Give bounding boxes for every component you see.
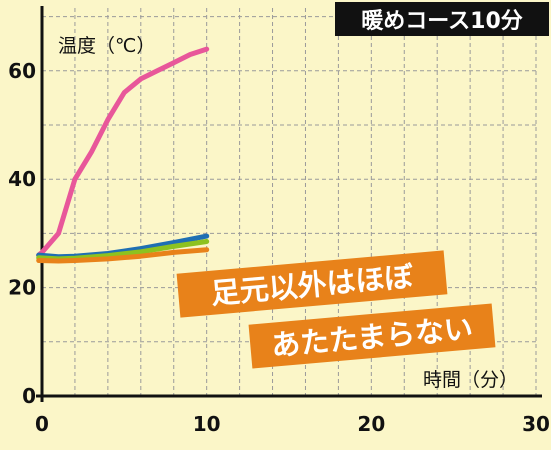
x-tick-label: 10 xyxy=(193,412,221,436)
series-group xyxy=(36,46,210,264)
axes xyxy=(36,6,542,402)
x-tick-label: 0 xyxy=(35,412,49,436)
chart-title: 暖めコース10分 xyxy=(361,9,523,34)
x-axis-label: 時間（分） xyxy=(423,369,518,391)
title-box: 暖めコース10分 xyxy=(335,2,549,36)
y-tick-label: 0 xyxy=(22,384,36,408)
series-line-1 xyxy=(36,46,210,258)
tick-labels: 0 10 20 30 0 20 40 60 xyxy=(8,59,550,436)
title-background xyxy=(335,2,549,36)
y-tick-label: 60 xyxy=(8,59,36,83)
y-axis-label: 温度（℃） xyxy=(58,35,155,57)
series-line-4 xyxy=(36,247,210,264)
x-tick-label: 20 xyxy=(357,412,385,436)
y-tick-label: 20 xyxy=(8,276,36,300)
x-tick-label: 30 xyxy=(522,412,550,436)
callout: 足元以外はほぼ あたたまらない xyxy=(176,250,496,369)
callout-box-2 xyxy=(248,303,496,369)
callout-box-1 xyxy=(176,250,448,318)
y-tick-label: 40 xyxy=(8,167,36,191)
